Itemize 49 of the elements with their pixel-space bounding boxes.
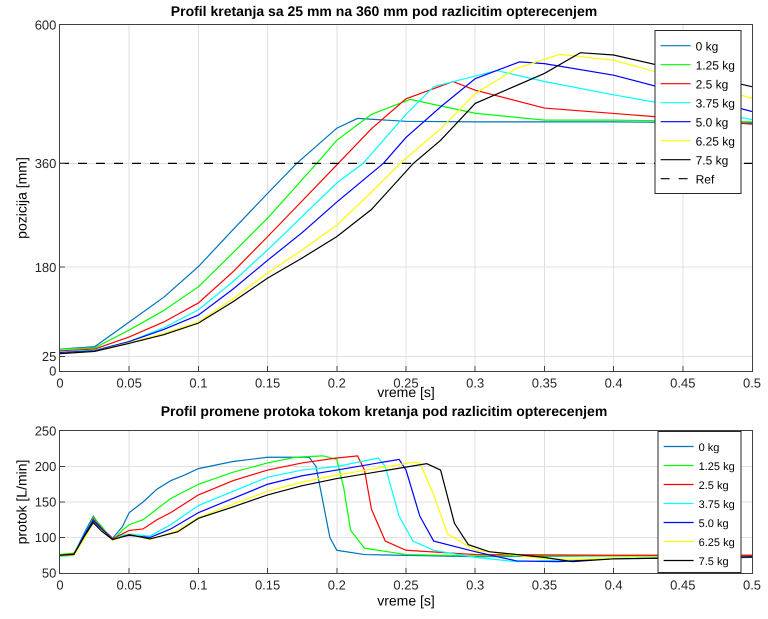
y-tick-label: 50: [42, 566, 56, 581]
x-tick-label: 0.3: [466, 376, 484, 391]
y-tick-label: 200: [34, 459, 56, 474]
x-tick-label: 0.2: [328, 376, 346, 391]
x-tick-label: 0.1: [189, 578, 208, 593]
y-tick-label: 600: [34, 18, 56, 33]
x-tick-label: 0.3: [466, 578, 484, 593]
x-tick-label: 0.15: [254, 578, 280, 593]
y-tick-label: 250: [34, 424, 56, 439]
y-tick-label: 360: [34, 156, 56, 171]
y-tick-label: 180: [34, 260, 56, 275]
legend-label: 7.5 kg: [698, 556, 729, 568]
x-tick-label: 0.45: [670, 578, 696, 593]
legend-label: 2.5 kg: [698, 480, 729, 492]
legend-label: 5.0 kg: [696, 115, 728, 130]
y-tick-label: 0: [49, 364, 56, 379]
chart-title: Profil promene protoka tokom kretanja pod razlicitim opterecenjem: [160, 402, 608, 419]
x-axis-title: vreme [s]: [377, 592, 435, 609]
chart-title: Profil kretanja sa 25 mm na 360 mm pod razlicitim opterecenjem: [170, 2, 598, 19]
x-tick-label: 0.35: [532, 376, 558, 391]
x-tick-label: 0.15: [254, 376, 280, 391]
x-tick-label: 0.2: [328, 578, 346, 593]
x-tick-label: 0.5: [742, 578, 762, 593]
x-tick-label: 0.35: [532, 578, 558, 593]
legend-label: 3.75 kg: [698, 498, 735, 511]
legend-label: Ref: [696, 172, 715, 186]
x-tick-label: 0.45: [670, 376, 696, 391]
legend-label: 7.5 kg: [696, 153, 728, 168]
legend-label: 0 kg: [696, 39, 718, 54]
legend-label: 3.75 kg: [696, 96, 735, 110]
legend-label: 2.5 kg: [696, 77, 728, 92]
y-tick-label: 100: [34, 530, 56, 546]
legend-label: 0 kg: [698, 442, 720, 454]
x-tick-label: 0.05: [116, 578, 142, 593]
legend-label: 5.0 kg: [698, 518, 729, 530]
y-tick-label: 150: [34, 494, 56, 510]
x-tick-label: 0.4: [604, 376, 623, 391]
legend-label: 1.25 kg: [696, 58, 735, 72]
x-tick-label: 0.1: [189, 376, 208, 391]
legend-label: 6.25 kg: [698, 536, 735, 549]
legend-label: 1.25 kg: [698, 460, 735, 473]
y-tick-label: 25: [42, 349, 56, 364]
x-tick-label: 0.4: [604, 578, 623, 593]
x-tick-label: 0.25: [393, 578, 419, 593]
y-axis-title: protok [L/min]: [13, 460, 30, 544]
x-tick-label: 0.5: [742, 376, 762, 391]
x-tick-label: 0.05: [116, 376, 142, 391]
y-axis-title: pozicija [mm]: [13, 157, 30, 239]
legend-label: 6.25 kg: [696, 134, 735, 148]
